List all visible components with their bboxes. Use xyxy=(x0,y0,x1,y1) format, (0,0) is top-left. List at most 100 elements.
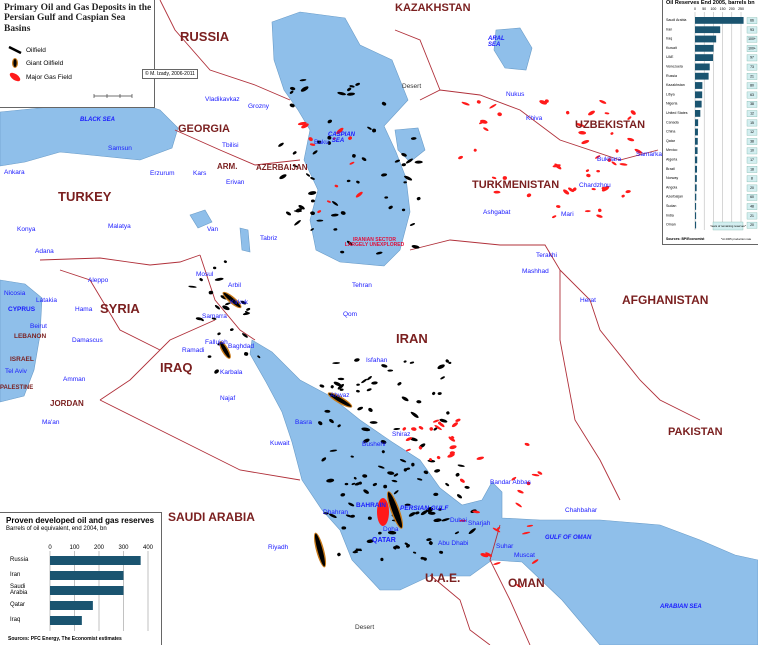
oilfield-mark xyxy=(426,538,432,541)
gas-field-mark xyxy=(334,184,339,188)
oilfield-mark xyxy=(366,388,372,392)
oilfield-mark xyxy=(220,295,227,300)
oilfield-mark xyxy=(403,468,408,472)
oilfield-mark xyxy=(333,381,342,387)
years-box xyxy=(746,63,758,71)
gas-field-mark xyxy=(317,210,322,214)
oilfield-mark xyxy=(319,384,325,388)
oilfield-mark xyxy=(367,126,372,130)
gas-field-mark xyxy=(436,455,441,460)
gas-field-mark xyxy=(459,478,465,483)
category-label: Saudi Arabia xyxy=(666,18,686,22)
water-bodies xyxy=(0,11,758,645)
oilfield-mark xyxy=(298,205,305,210)
country-label: IRAN xyxy=(396,331,428,346)
giant-oilfield-mark xyxy=(328,393,352,407)
giant-oilfield-mark xyxy=(314,533,326,567)
oilfield-mark xyxy=(393,490,399,495)
oilfield-mark xyxy=(346,92,356,96)
legend-label: Oilfield xyxy=(26,46,46,54)
city-label: Adana xyxy=(35,248,54,255)
bar xyxy=(695,147,698,154)
gas-field-mark xyxy=(556,205,561,208)
tick-label: 200 xyxy=(94,545,105,551)
oilfield-mark xyxy=(351,482,356,486)
gas-field-mark xyxy=(537,471,543,475)
country-label: OMAN xyxy=(508,576,545,590)
gas-field-mark xyxy=(572,187,577,192)
sea-label: ARAL SEA xyxy=(488,36,505,48)
city-label: Mosul xyxy=(196,271,214,278)
city-label: Sharjah xyxy=(468,520,491,527)
years-box xyxy=(746,194,758,201)
gas-field-mark xyxy=(599,99,607,104)
gas-field-mark xyxy=(554,163,562,170)
oilfield-mark xyxy=(356,180,360,184)
years-value: 8 xyxy=(751,177,753,181)
gas-field-mark xyxy=(308,137,313,142)
gas-field-mark xyxy=(459,519,467,522)
oilfield-mark xyxy=(188,285,197,288)
city-label: Damascus xyxy=(72,337,103,344)
gas-field-mark xyxy=(586,173,591,178)
oilfield-mark xyxy=(361,378,368,384)
giant-oilfield-mark xyxy=(220,342,230,358)
oilfield-mark xyxy=(217,332,221,336)
gas-field-mark xyxy=(480,553,489,558)
years-value: 21 xyxy=(750,214,754,218)
gas-field-mark xyxy=(438,421,442,425)
oilfield-mark xyxy=(292,164,298,168)
tick-label: 400 xyxy=(143,545,154,551)
oilfield-mark xyxy=(361,427,371,432)
oilfield-mark xyxy=(368,407,373,412)
city-label: Mashhad xyxy=(522,268,549,275)
chart-title: Proven developed oil and gas reserves xyxy=(6,516,155,525)
gas-field-mark xyxy=(348,136,352,140)
gas-field-mark xyxy=(516,584,522,588)
years-value: 48 xyxy=(750,205,754,209)
category-label: China xyxy=(666,130,675,134)
gas-field-mark xyxy=(489,103,497,109)
oilfield-mark xyxy=(289,103,295,108)
oilfield-mark xyxy=(375,251,383,255)
years-box xyxy=(746,203,758,210)
years-box xyxy=(746,184,758,192)
oilfield-mark xyxy=(395,545,401,549)
city-label: Hama xyxy=(75,306,93,313)
oilfield-mark xyxy=(445,359,449,363)
city-label: Chahbahar xyxy=(565,507,598,514)
oilfield-mark xyxy=(448,361,452,364)
country-label: RUSSIA xyxy=(180,29,230,44)
oilfield-mark xyxy=(363,489,369,494)
gas-field-mark xyxy=(611,161,617,166)
legend-label: Major Gas Field xyxy=(26,73,72,81)
tick-label: 100 xyxy=(710,7,716,11)
gas-field-mark xyxy=(502,176,507,180)
years-value: 12 xyxy=(750,130,754,134)
gas-field-mark xyxy=(301,123,309,129)
oilfield-mark xyxy=(468,528,476,535)
chart-source: Sources: BP/Economist xyxy=(666,237,705,241)
city-label: Dhahran xyxy=(323,509,348,516)
country-label: PAKISTAN xyxy=(668,426,723,438)
years-box xyxy=(746,147,758,155)
oilfield-mark xyxy=(214,369,219,374)
gas-field-mark xyxy=(552,215,557,219)
oilfield-mark xyxy=(361,157,367,161)
oilfield-mark xyxy=(378,531,382,535)
city-label: Van xyxy=(207,226,219,233)
category-label: United States xyxy=(666,111,688,115)
oilfield-mark xyxy=(410,137,417,140)
oilfield-mark xyxy=(401,163,406,167)
oilfield-mark xyxy=(330,213,339,217)
oilfield-mark xyxy=(393,427,401,431)
chart-title: Oil Reserves End 2005, barrels bn xyxy=(666,0,755,6)
oilfield-mark xyxy=(339,388,344,391)
category-label: Iran xyxy=(10,572,20,578)
bar xyxy=(695,156,698,164)
legend-item-giant-oilfield: Giant Oilfield xyxy=(8,58,154,69)
city-label: Khiva xyxy=(526,115,543,122)
oilfield-mark xyxy=(380,557,384,562)
oilfield-mark xyxy=(244,311,250,314)
oilfield-mark xyxy=(456,494,463,499)
